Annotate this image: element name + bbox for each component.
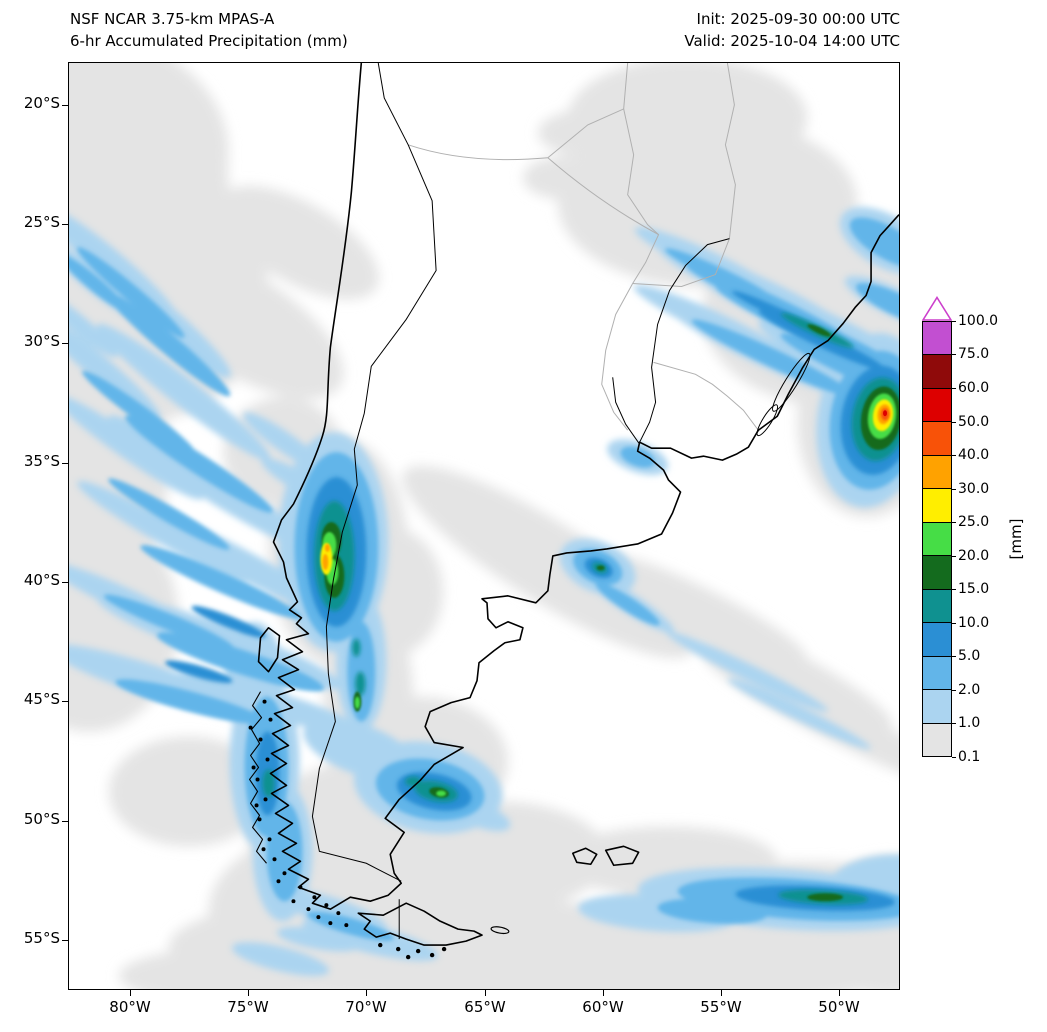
colorbar-tick-label: 2.0 bbox=[958, 682, 981, 698]
colorbar-over-arrow-shape bbox=[922, 296, 952, 321]
colorbar-segment bbox=[923, 588, 951, 623]
axis-tick bbox=[62, 105, 68, 106]
colorbar-segment bbox=[923, 322, 951, 355]
lon-tick-label: 75°W bbox=[227, 998, 269, 1016]
lat-tick-label: 30°S bbox=[23, 332, 60, 350]
colorbar-tick bbox=[952, 556, 956, 557]
axis-tick bbox=[62, 940, 68, 941]
colorbar bbox=[922, 321, 952, 757]
axis-tick bbox=[62, 821, 68, 822]
colorbar-segment bbox=[923, 655, 951, 690]
model-name: NSF NCAR 3.75-km MPAS-A bbox=[70, 10, 275, 28]
lat-tick-label: 20°S bbox=[23, 94, 60, 112]
colorbar-tick bbox=[952, 690, 956, 691]
axis-tick bbox=[62, 343, 68, 344]
colorbar-tick-label: 75.0 bbox=[958, 346, 990, 362]
map-canvas bbox=[69, 63, 899, 989]
axis-tick bbox=[130, 990, 131, 996]
lat-tick-label: 35°S bbox=[23, 452, 60, 470]
field-name: 6-hr Accumulated Precipitation (mm) bbox=[70, 32, 348, 50]
axis-tick bbox=[62, 463, 68, 464]
colorbar-segment bbox=[923, 488, 951, 522]
figure-title: NSF NCAR 3.75-km MPAS-A 6-hr Accumulated… bbox=[70, 8, 348, 52]
colorbar-tick bbox=[952, 757, 956, 758]
colorbar-over-arrow bbox=[922, 296, 952, 321]
precip-layer-50mm bbox=[883, 410, 888, 417]
colorbar-tick-label: 40.0 bbox=[958, 447, 990, 463]
axis-tick bbox=[721, 990, 722, 996]
lon-tick-label: 55°W bbox=[700, 998, 742, 1016]
colorbar-tick-label: 1.0 bbox=[958, 715, 981, 731]
axis-tick bbox=[485, 990, 486, 996]
colorbar-segment bbox=[923, 689, 951, 723]
colorbar-tick-label: 0.1 bbox=[958, 749, 981, 765]
axis-tick bbox=[839, 990, 840, 996]
colorbar-segment bbox=[923, 454, 951, 489]
colorbar-tick bbox=[952, 321, 956, 322]
valid-time: Valid: 2025-10-04 14:00 UTC bbox=[684, 32, 900, 50]
lon-tick-label: 70°W bbox=[345, 998, 387, 1016]
colorbar-segment bbox=[923, 354, 951, 388]
colorbar-tick-label: 100.0 bbox=[958, 313, 999, 329]
andes-border bbox=[311, 63, 437, 940]
lon-tick-label: 50°W bbox=[818, 998, 860, 1016]
colorbar-segment bbox=[923, 387, 951, 422]
colorbar-segment bbox=[923, 421, 951, 455]
colorbar-tick-label: 60.0 bbox=[958, 380, 990, 396]
colorbar-segment bbox=[923, 722, 951, 757]
colorbar-tick bbox=[952, 656, 956, 657]
axis-tick bbox=[603, 990, 604, 996]
axis-tick bbox=[62, 701, 68, 702]
colorbar-tick-label: 10.0 bbox=[958, 615, 990, 631]
country-borders bbox=[408, 63, 759, 431]
lon-tick-label: 65°W bbox=[464, 998, 506, 1016]
axis-tick bbox=[366, 990, 367, 996]
colorbar-tick-label: 30.0 bbox=[958, 481, 990, 497]
colorbar-tick bbox=[952, 522, 956, 523]
colorbar-tick bbox=[952, 723, 956, 724]
colorbar-segment bbox=[923, 555, 951, 589]
colorbar-segment bbox=[923, 521, 951, 556]
colorbar-tick-label: 15.0 bbox=[958, 581, 990, 597]
colorbar-segment bbox=[923, 622, 951, 656]
colorbar-tick bbox=[952, 589, 956, 590]
islets bbox=[248, 699, 447, 960]
lat-tick-label: 45°S bbox=[23, 690, 60, 708]
colorbar-tick-label: 50.0 bbox=[958, 414, 990, 430]
lon-tick-label: 60°W bbox=[582, 998, 624, 1016]
colorbar-tick bbox=[952, 422, 956, 423]
axis-tick bbox=[248, 990, 249, 996]
lon-tick-label: 80°W bbox=[109, 998, 151, 1016]
colorbar-tick bbox=[952, 489, 956, 490]
colorbar-tick bbox=[952, 388, 956, 389]
colorbar-tick bbox=[952, 623, 956, 624]
axis-tick bbox=[62, 224, 68, 225]
lat-tick-label: 40°S bbox=[23, 571, 60, 589]
colorbar-tick-label: 25.0 bbox=[958, 514, 990, 530]
colorbar-tick-label: 20.0 bbox=[958, 548, 990, 564]
coastline bbox=[249, 63, 899, 946]
colorbar-unit-label: [mm] bbox=[1007, 518, 1025, 560]
figure-times: Init: 2025-09-30 00:00 UTC Valid: 2025-1… bbox=[500, 8, 900, 52]
init-time: Init: 2025-09-30 00:00 UTC bbox=[696, 10, 900, 28]
rivers bbox=[612, 238, 730, 445]
lat-tick-label: 25°S bbox=[23, 213, 60, 231]
colorbar-tick bbox=[952, 354, 956, 355]
colorbar-tick-label: 5.0 bbox=[958, 648, 981, 664]
lat-tick-label: 50°S bbox=[23, 810, 60, 828]
colorbar-tick bbox=[952, 455, 956, 456]
axis-tick bbox=[62, 582, 68, 583]
lat-tick-label: 55°S bbox=[23, 929, 60, 947]
map-panel bbox=[68, 62, 900, 990]
